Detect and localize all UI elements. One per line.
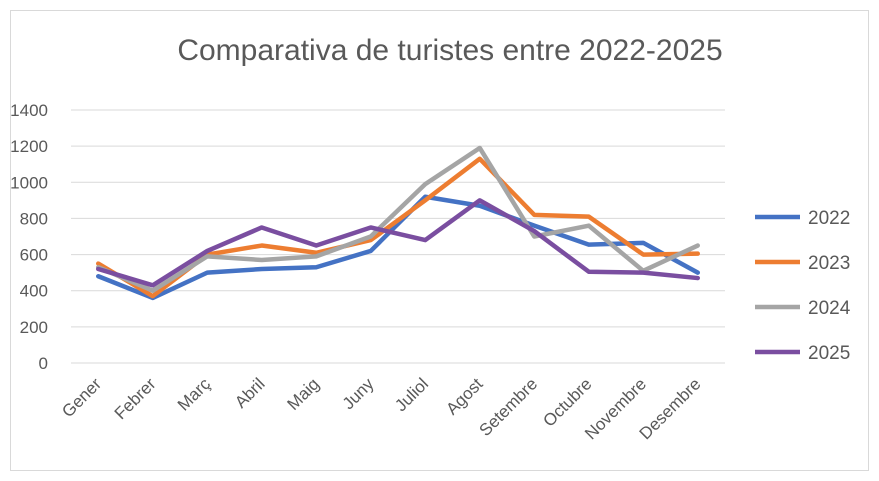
- y-tick-label: 800: [20, 209, 48, 228]
- y-tick-label: 400: [20, 282, 48, 301]
- line: [96, 194, 700, 301]
- y-tick-label: 1000: [10, 173, 48, 192]
- line: [96, 145, 700, 293]
- chart-border: [10, 10, 869, 471]
- y-tick-label: 1200: [10, 137, 48, 156]
- legend-label: 2025: [808, 343, 850, 364]
- y-tick-label: 600: [20, 246, 48, 265]
- chart-title: Comparativa de turistes entre 2022-2025: [177, 34, 722, 67]
- legend-label: 2023: [808, 253, 850, 274]
- line: [96, 198, 700, 288]
- y-tick-label: 0: [39, 354, 48, 373]
- y-tick-label: 1400: [10, 101, 48, 120]
- legend-label: 2024: [808, 298, 851, 319]
- legend-label: 2022: [808, 208, 850, 229]
- y-tick-label: 200: [20, 318, 48, 337]
